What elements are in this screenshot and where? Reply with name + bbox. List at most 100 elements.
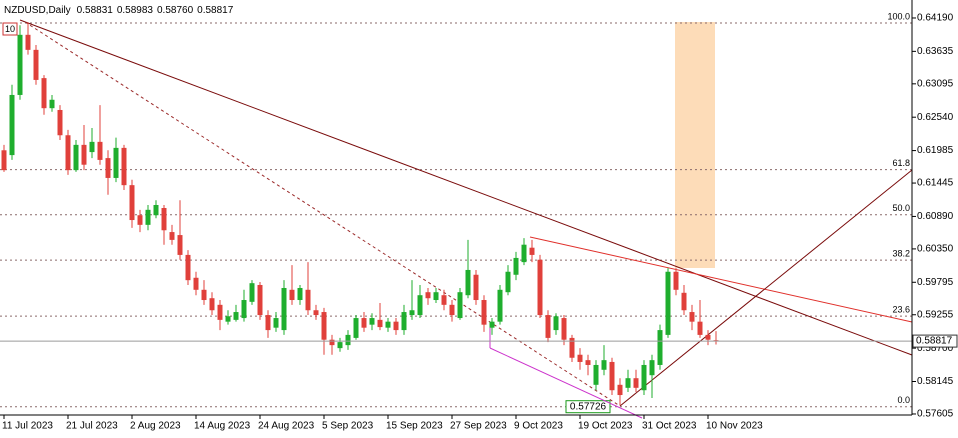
- candle-body: [25, 34, 31, 50]
- candle-body: [569, 337, 575, 358]
- y-tick-label: 0.58145: [917, 376, 954, 387]
- candle-body: [257, 284, 263, 316]
- candle-body: [265, 315, 271, 331]
- candle-body: [665, 271, 671, 335]
- candle-body: [281, 287, 287, 331]
- candle-body: [345, 334, 351, 346]
- trend-line: [19, 19, 913, 356]
- candle-body: [305, 289, 311, 311]
- candle-body: [273, 318, 279, 328]
- candle-body: [153, 205, 159, 216]
- candle-body: [681, 292, 687, 311]
- candle-body: [505, 271, 511, 293]
- candle-body: [353, 318, 359, 338]
- candle-body: [609, 361, 615, 391]
- x-tick-label: 19 Oct 2023: [578, 421, 633, 432]
- x-tick-label: 5 Sep 2023: [322, 421, 374, 432]
- x-tick-label: 24 Aug 2023: [258, 421, 315, 432]
- candle-body: [529, 247, 535, 255]
- x-tick-label: 10 Nov 2023: [706, 421, 763, 432]
- candle-body: [193, 277, 199, 290]
- candle-body: [113, 147, 119, 178]
- candle-body: [49, 99, 55, 109]
- candle-body: [41, 78, 47, 109]
- candle-body: [545, 315, 551, 338]
- trend-line-dashed: [24, 21, 621, 407]
- candle-body: [225, 316, 231, 322]
- candle-body: [401, 312, 407, 331]
- fib-label: 0.0: [897, 395, 910, 405]
- current-price-box: [912, 334, 958, 348]
- candle-body: [17, 34, 23, 95]
- candle-body: [97, 141, 103, 160]
- candle-body: [433, 292, 439, 301]
- candle-body: [249, 283, 255, 302]
- candle-body: [217, 304, 223, 320]
- candle-body: [697, 321, 703, 335]
- candle-body: [233, 312, 239, 320]
- x-tick-label: 27 Sep 2023: [450, 421, 507, 432]
- candle-body: [369, 318, 375, 325]
- candle-body: [321, 312, 327, 340]
- y-tick-label: 0.58700: [917, 343, 954, 354]
- candle-body: [313, 310, 319, 316]
- current-price-label: 0.58817: [916, 336, 953, 347]
- candle-body: [705, 334, 711, 340]
- header: NZDUSD,Daily 0.58831 0.58983 0.58760 0.58817: [4, 5, 234, 16]
- candle-body: [497, 289, 503, 322]
- candle-body: [585, 360, 591, 365]
- candle-body: [177, 235, 183, 255]
- x-tick-label: 9 Oct 2023: [514, 421, 563, 432]
- marker-box: [2, 22, 18, 36]
- candle-body: [121, 147, 127, 186]
- fib-price-label: 0.57726: [570, 401, 607, 412]
- candle-body: [489, 321, 495, 328]
- candle-body: [601, 360, 607, 370]
- candle-body: [329, 339, 335, 346]
- candle-body: [337, 342, 343, 349]
- candle-body: [241, 300, 247, 319]
- candle-body: [673, 271, 679, 290]
- candle-body: [65, 135, 71, 171]
- candle-body: [57, 109, 63, 136]
- symbol: NZDUSD,Daily: [4, 5, 71, 16]
- y-tick-label: 0.64190: [917, 13, 954, 24]
- channel-line: [489, 347, 643, 419]
- candle-body: [385, 321, 391, 328]
- candle-body: [561, 318, 567, 340]
- y-tick-label: 0.59255: [917, 309, 954, 320]
- candle-body: [169, 232, 175, 240]
- candle-body: [457, 292, 463, 319]
- y-tick-label: 0.61985: [917, 145, 954, 156]
- candle-body: [393, 321, 399, 331]
- y-tick-label: 0.63095: [917, 78, 954, 89]
- candle-body: [577, 354, 583, 362]
- candle-body: [417, 295, 423, 316]
- highlight-zone: [675, 22, 715, 268]
- candle-body: [473, 274, 479, 301]
- candle-body: [105, 158, 111, 178]
- candle-body: [1, 150, 7, 171]
- y-tick-label: 0.63635: [917, 46, 954, 57]
- candle-body: [33, 49, 39, 80]
- fib-price-box: [565, 400, 611, 414]
- candle-body: [137, 215, 143, 225]
- candle-body: [129, 185, 135, 221]
- fib-label: 50.0: [892, 203, 910, 213]
- fib-label: 23.6: [892, 305, 910, 315]
- candle-body: [209, 298, 215, 311]
- y-tick-label: 0.57605: [917, 409, 954, 420]
- candle-body: [73, 144, 79, 171]
- quote-close: 0.58817: [197, 5, 234, 16]
- candle-body: [521, 244, 527, 263]
- trend-line: [529, 236, 913, 323]
- candle-body: [649, 360, 655, 376]
- quote-open: 0.58831: [77, 5, 114, 16]
- candle-body: [481, 300, 487, 325]
- x-tick-label: 11 Jul 2023: [2, 421, 53, 432]
- y-tick-label: 0.61445: [917, 178, 954, 189]
- quote-low: 0.58760: [157, 5, 194, 16]
- x-tick-label: 2 Aug 2023: [130, 421, 181, 432]
- candle-body: [297, 287, 303, 301]
- trend-line: [619, 169, 913, 407]
